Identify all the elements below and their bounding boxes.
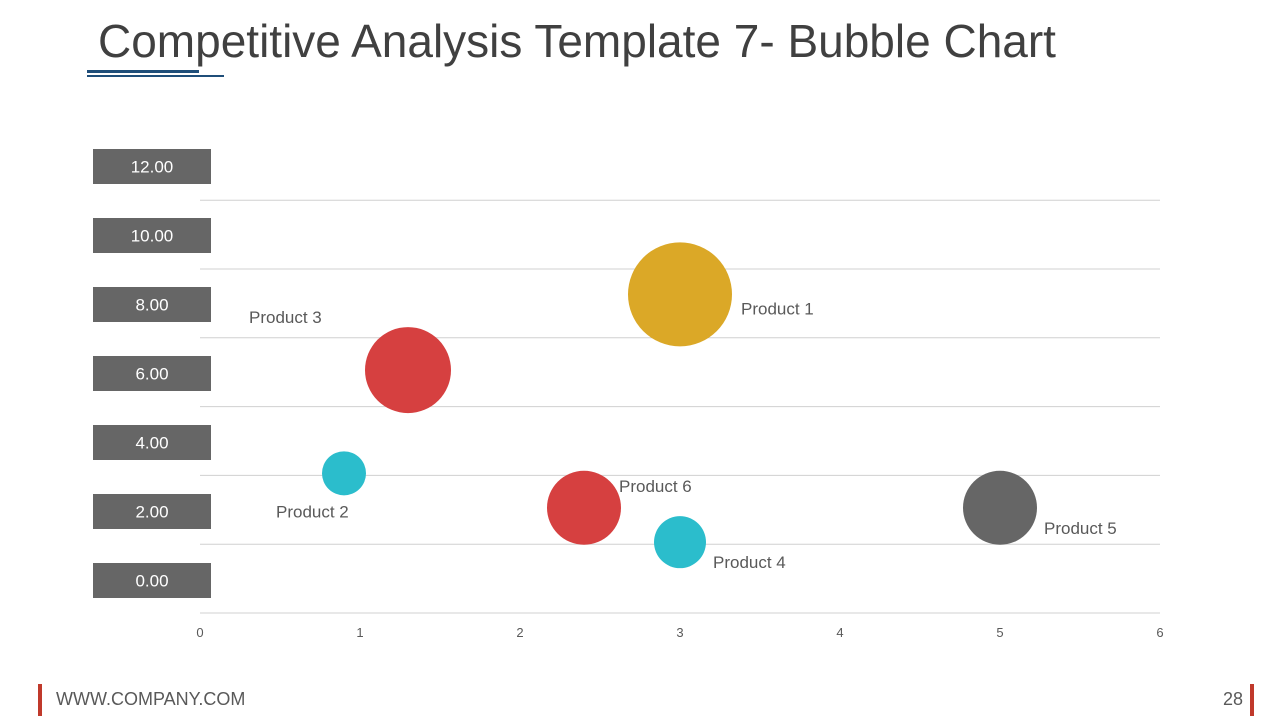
x-tick-label: 4 bbox=[836, 625, 843, 640]
y-tick-box bbox=[93, 494, 211, 529]
data-label: Product 3 bbox=[249, 308, 322, 327]
bubble-product-6 bbox=[547, 470, 621, 545]
y-tick-box bbox=[93, 356, 211, 391]
x-tick-label: 2 bbox=[516, 625, 523, 640]
y-tick-label: 6.00 bbox=[135, 365, 168, 384]
y-tick-box bbox=[93, 563, 211, 598]
y-tick-label: 8.00 bbox=[135, 296, 168, 315]
y-tick-label: 12.00 bbox=[131, 158, 174, 177]
x-tick-label: 0 bbox=[196, 625, 203, 640]
bubble-product-3 bbox=[365, 327, 451, 414]
data-label: Product 4 bbox=[713, 553, 786, 572]
x-tick-label: 6 bbox=[1156, 625, 1163, 640]
title-underline-bottom bbox=[87, 75, 224, 77]
footer-url: WWW.COMPANY.COM bbox=[56, 689, 246, 709]
y-tick-box bbox=[93, 218, 211, 253]
data-label: Product 6 bbox=[619, 477, 692, 496]
title-underline-top bbox=[87, 70, 199, 73]
y-tick-box bbox=[93, 149, 211, 184]
bubble-product-5 bbox=[963, 470, 1037, 545]
y-tick-label: 0.00 bbox=[135, 572, 168, 591]
footer-accent-bar-left bbox=[38, 684, 42, 716]
footer-accent-bar-right bbox=[1250, 684, 1254, 716]
data-label: Product 1 bbox=[741, 299, 814, 318]
page-title: Competitive Analysis Template 7- Bubble … bbox=[98, 15, 1056, 67]
bubble-product-4 bbox=[654, 516, 706, 569]
data-label: Product 5 bbox=[1044, 519, 1117, 538]
y-tick-box bbox=[93, 287, 211, 322]
y-tick-label: 2.00 bbox=[135, 503, 168, 522]
y-tick-label: 4.00 bbox=[135, 434, 168, 453]
y-tick-label: 10.00 bbox=[131, 227, 174, 246]
data-label: Product 2 bbox=[276, 502, 349, 521]
x-tick-label: 5 bbox=[996, 625, 1003, 640]
x-tick-label: 1 bbox=[356, 625, 363, 640]
title-underline bbox=[87, 70, 224, 78]
y-tick-box bbox=[93, 425, 211, 460]
bubble-product-2 bbox=[322, 451, 366, 496]
bubble-product-1 bbox=[628, 242, 732, 347]
x-tick-label: 3 bbox=[676, 625, 683, 640]
page-number: 28 bbox=[1222, 689, 1243, 709]
